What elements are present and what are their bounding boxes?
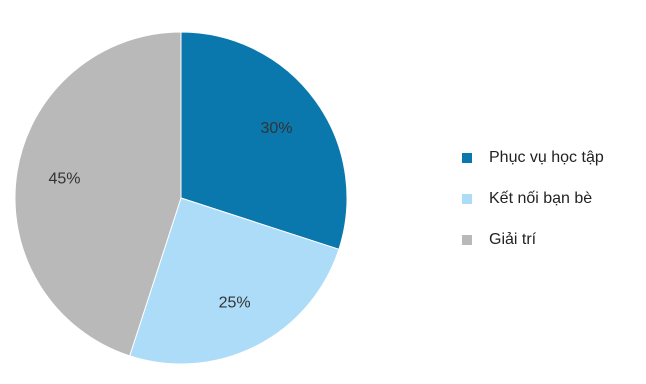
pie-slice-labels: 30% 25% 45% — [48, 120, 292, 312]
pie-slices — [14, 31, 348, 365]
legend-swatch — [462, 153, 472, 163]
legend-item-ket-noi-ban-be: Kết nối bạn bè — [462, 190, 592, 207]
pie-slice-giai-tri — [14, 31, 182, 357]
slice-value-label: 25% — [219, 294, 251, 311]
pie-slice-ket-noi-ban-be — [129, 197, 340, 365]
legend-swatch — [462, 194, 472, 204]
legend-swatch — [462, 235, 472, 245]
pie-slice-phuc-vu-hoc-tap — [180, 31, 348, 250]
slice-value-label: 30% — [260, 120, 292, 137]
legend-label: Phục vụ học tập — [489, 149, 604, 166]
slice-value-label: 45% — [48, 171, 80, 188]
legend-item-giai-tri: Giải trí — [462, 231, 537, 248]
legend-label: Giải trí — [489, 231, 537, 248]
legend: Phục vụ học tập Kết nối bạn bè Giải trí — [462, 149, 604, 248]
legend-label: Kết nối bạn bè — [489, 190, 592, 207]
legend-item-phuc-vu-hoc-tap: Phục vụ học tập — [462, 149, 604, 166]
